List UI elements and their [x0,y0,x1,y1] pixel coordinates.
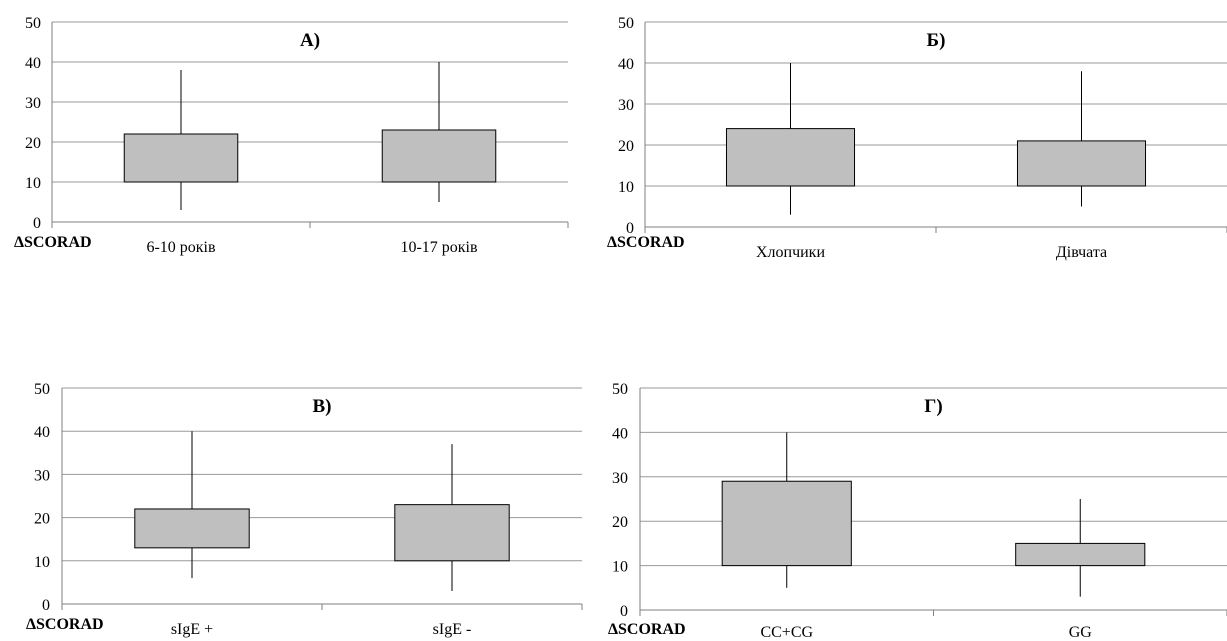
y-tick-label: 30 [612,470,628,487]
panel-title: А) [300,30,320,51]
y-tick-label: 40 [25,55,41,72]
y-axis-label: ΔSCORAD [607,234,685,251]
y-tick-label: 20 [34,511,50,528]
y-tick-label: 50 [618,15,634,32]
box-1 [134,508,250,549]
box-1 [721,480,852,567]
y-tick-label: 50 [612,381,628,398]
y-tick-label: 10 [34,554,50,571]
y-tick-label: 0 [626,220,634,237]
y-tick-label: 0 [42,597,50,614]
y-tick-label: 40 [612,425,628,442]
y-tick-label: 30 [25,95,41,112]
y-axis-label: ΔSCORAD [608,621,686,638]
box-2 [1016,140,1147,187]
y-tick-label: 30 [618,97,634,114]
category-label: GG [1069,624,1093,641]
y-tick-label: 10 [25,175,41,192]
box-1 [123,133,239,183]
y-tick-label: 40 [34,424,50,441]
panel-title: В) [313,396,332,417]
y-tick-label: 40 [618,56,634,73]
box-2 [381,129,497,183]
y-axis-label: ΔSCORAD [14,234,92,251]
category-label: sIgE + [171,621,213,638]
box-2 [1015,542,1146,567]
y-tick-label: 20 [612,514,628,531]
y-tick-label: 0 [620,603,628,620]
y-tick-label: 30 [34,467,50,484]
y-tick-label: 50 [34,381,50,398]
panel-title: Г) [924,396,942,417]
category-label: sIgE - [433,621,472,638]
y-tick-label: 10 [612,559,628,576]
y-tick-label: 20 [618,138,634,155]
category-label: 10-17 років [400,239,478,256]
y-axis-label: ΔSCORAD [26,616,104,633]
category-label: 6-10 років [146,239,216,256]
category-label: Хлопчики [756,244,825,261]
box-2 [394,504,510,562]
category-label: Дівчата [1056,244,1107,261]
y-tick-label: 10 [618,179,634,196]
box-1 [725,128,856,187]
y-tick-label: 50 [25,15,41,32]
panel-title: Б) [927,30,946,51]
y-tick-label: 20 [25,135,41,152]
category-label: CC+CG [760,624,813,641]
y-tick-label: 0 [33,215,41,232]
